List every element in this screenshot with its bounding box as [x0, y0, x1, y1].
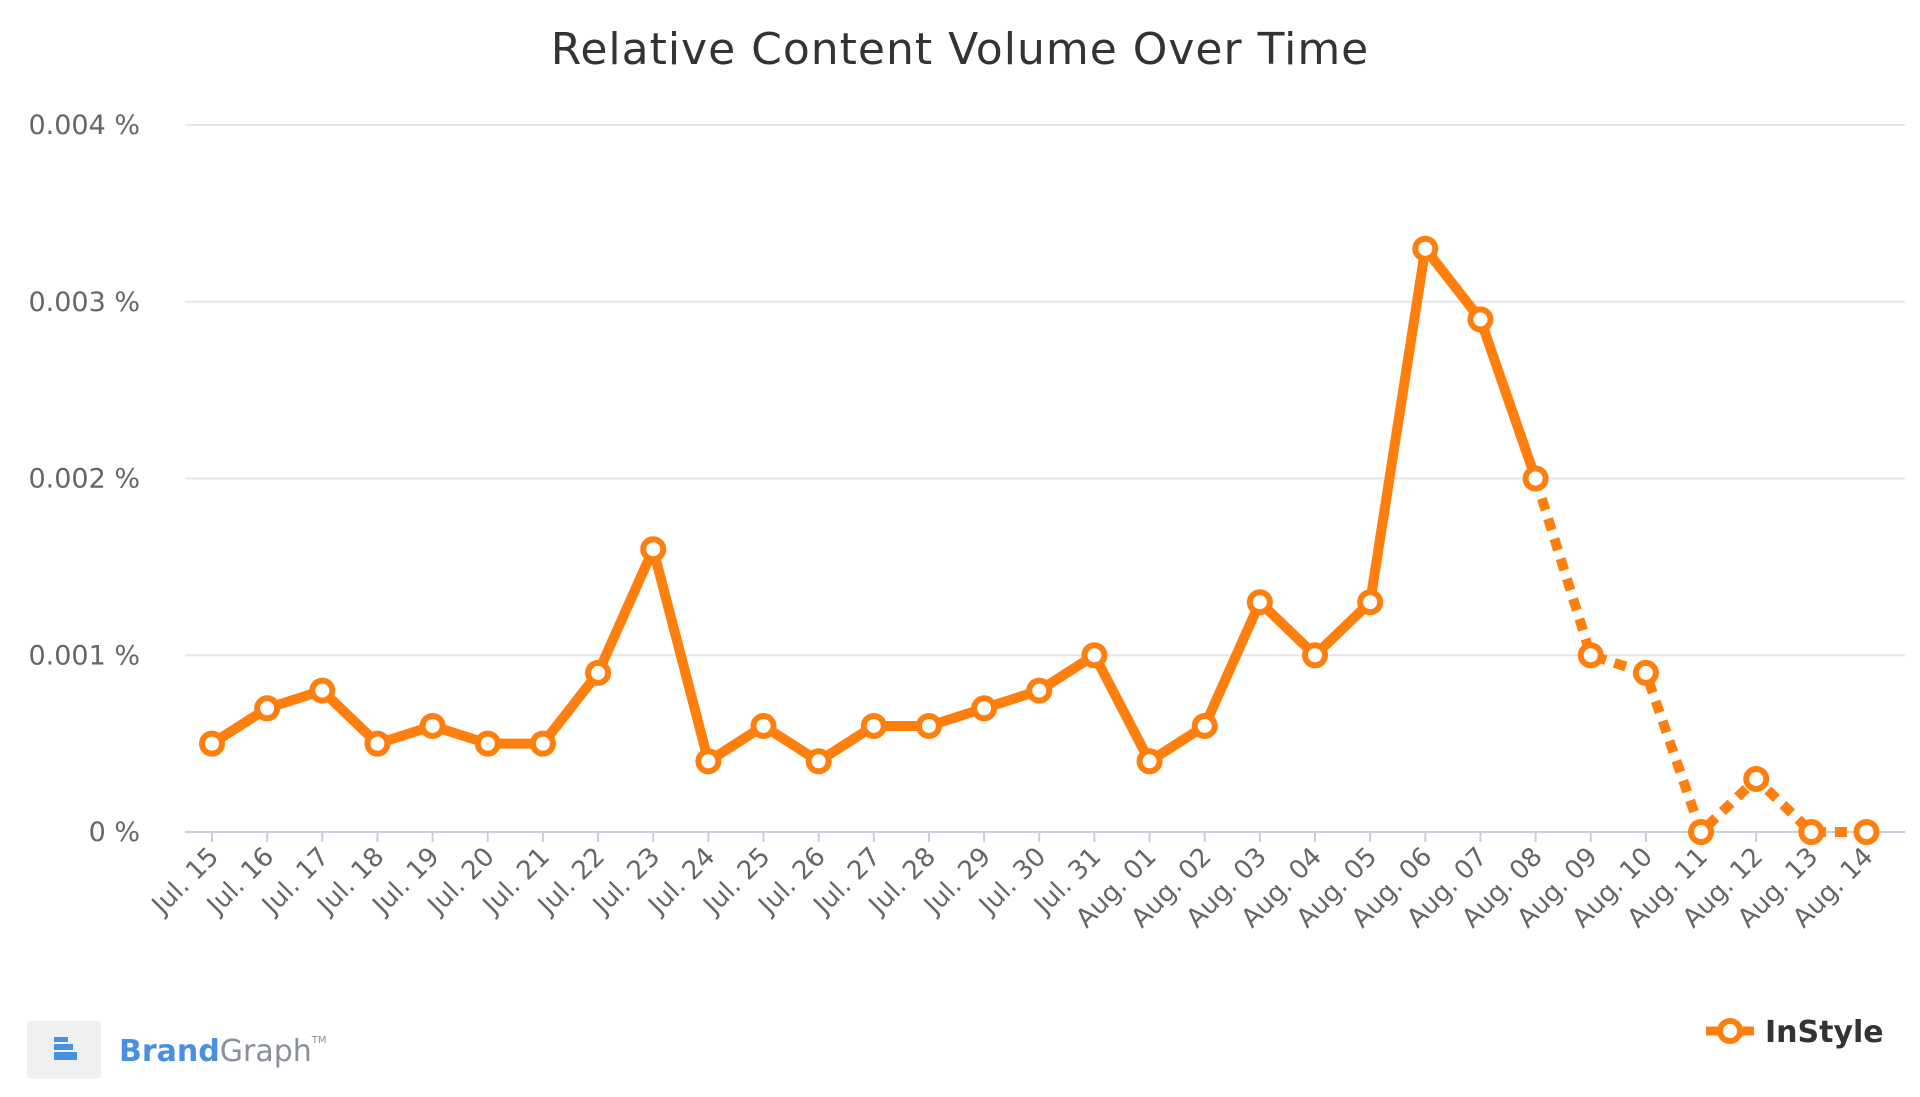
data-point[interactable] [585, 659, 612, 686]
y-tick-label: 0.003 % [28, 287, 140, 318]
data-point[interactable] [695, 748, 722, 775]
data-point[interactable] [529, 730, 556, 757]
data-point[interactable] [750, 712, 777, 739]
data-point[interactable] [1357, 589, 1384, 616]
data-point[interactable] [640, 536, 667, 563]
data-point[interactable] [1467, 306, 1494, 333]
brandgraph-logo: BrandGraphTM [27, 1021, 327, 1079]
y-axis: 0 % 0.001 % 0.002 % 0.003 % 0.004 % [28, 110, 140, 848]
data-point[interactable] [1081, 642, 1108, 669]
data-point[interactable] [1798, 819, 1825, 845]
legend-marker-icon [1717, 1018, 1743, 1044]
y-tick-label: 0 % [89, 817, 140, 848]
brandgraph-wordmark: BrandGraphTM [119, 1034, 327, 1069]
data-point[interactable] [419, 712, 446, 739]
data-point[interactable] [254, 695, 281, 722]
data-point[interactable] [1302, 642, 1328, 669]
data-point[interactable] [199, 730, 225, 757]
legend-label: InStyle [1765, 1015, 1884, 1050]
series-points [199, 235, 1880, 845]
data-point[interactable] [805, 748, 832, 775]
data-point[interactable] [1412, 235, 1439, 262]
y-tick-label: 0.004 % [28, 110, 140, 141]
data-point[interactable] [1136, 748, 1163, 775]
data-point[interactable] [1853, 819, 1880, 845]
data-point[interactable] [1688, 819, 1715, 845]
data-point[interactable] [1191, 712, 1218, 739]
series-lines [207, 243, 1867, 837]
y-tick-label: 0.002 % [28, 464, 140, 495]
data-point[interactable] [364, 730, 391, 757]
data-point[interactable] [1743, 765, 1770, 792]
grid [185, 124, 1905, 833]
data-point[interactable] [1026, 677, 1053, 704]
data-point[interactable] [860, 712, 887, 739]
data-point[interactable] [1577, 642, 1604, 669]
series-line [207, 243, 1541, 767]
legend[interactable]: InStyle [1706, 1015, 1884, 1050]
brandgraph-logo-icon [27, 1021, 101, 1079]
data-point[interactable] [1246, 589, 1273, 616]
data-point[interactable] [309, 677, 336, 704]
chart-title: Relative Content Volume Over Time [551, 24, 1370, 75]
data-point[interactable] [971, 695, 998, 722]
data-point[interactable] [1632, 659, 1659, 686]
data-point[interactable] [915, 712, 942, 739]
data-point[interactable] [474, 730, 501, 757]
data-point[interactable] [1522, 465, 1549, 492]
y-tick-label: 0.001 % [28, 640, 140, 671]
